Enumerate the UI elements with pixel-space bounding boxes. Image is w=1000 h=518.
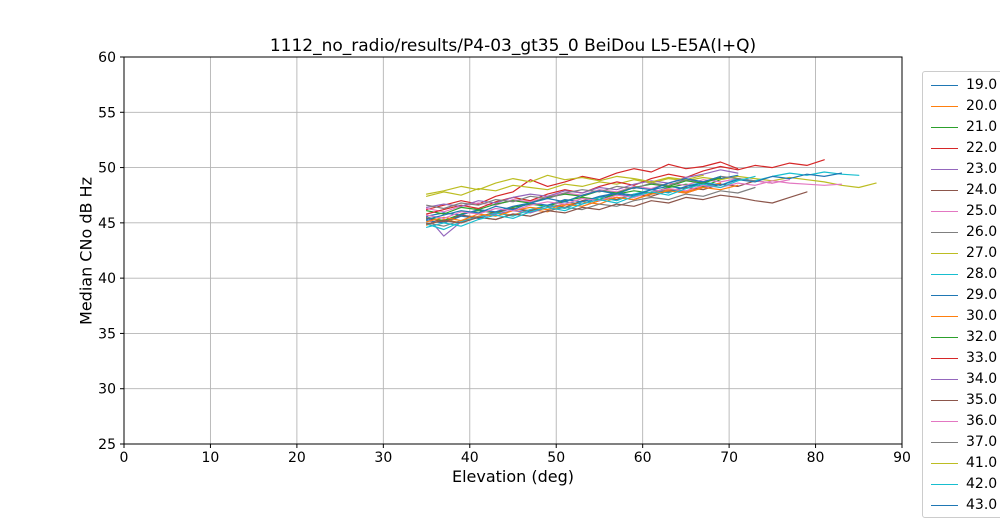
legend-label: 23.0	[966, 161, 998, 177]
plot-area: 0 10 20 30 40 50 60 70 80 90 25 30 35 40 45 50 55 60	[98, 50, 911, 466]
series-line	[426, 169, 739, 208]
x-axis-label: Elevation (deg)	[451, 467, 575, 486]
x-tick-label: 80	[807, 450, 825, 466]
legend-label: 35.0	[966, 392, 998, 408]
series-line	[426, 176, 722, 215]
legend-line-sample	[931, 148, 958, 149]
legend-entry: 26.0	[923, 222, 1000, 243]
y-tick-label: 40	[98, 271, 116, 287]
legend-entry: 20.0	[923, 96, 1000, 117]
legend-line-sample	[931, 295, 958, 296]
legend-entry: 32.0	[923, 327, 1000, 348]
legend-label: 24.0	[966, 182, 998, 198]
series-line	[426, 191, 808, 225]
legend-label: 22.0	[966, 140, 998, 156]
legend-line-sample	[931, 442, 958, 443]
series-line	[426, 180, 843, 219]
legend-line-sample	[931, 505, 958, 506]
x-tick-label: 70	[720, 450, 738, 466]
legend-entry: 28.0	[923, 264, 1000, 285]
legend-label: 33.0	[966, 350, 998, 366]
legend-label: 26.0	[966, 224, 998, 240]
y-tick-label: 55	[98, 105, 116, 121]
legend-line-sample	[931, 190, 958, 191]
legend-entry: 25.0	[923, 201, 1000, 222]
legend-label: 25.0	[966, 203, 998, 219]
legend-label: 41.0	[966, 455, 998, 471]
legend-label: 19.0	[966, 77, 998, 93]
series-line	[426, 175, 722, 221]
legend-line-sample	[931, 106, 958, 107]
legend-label: 27.0	[966, 245, 998, 261]
legend-entry: 36.0	[923, 411, 1000, 432]
legend-line-sample	[931, 421, 958, 422]
legend-line-sample	[931, 253, 958, 254]
y-tick-label: 45	[98, 216, 116, 232]
legend-line-sample	[931, 169, 958, 170]
x-tick-label: 30	[374, 450, 392, 466]
series-line	[426, 175, 756, 228]
plot-border	[123, 56, 903, 445]
legend-label: 42.0	[966, 476, 998, 492]
legend-entry: 37.0	[923, 432, 1000, 453]
y-tick-label: 25	[98, 437, 116, 453]
legend-entry: 35.0	[923, 390, 1000, 411]
legend-entry: 27.0	[923, 243, 1000, 264]
legend-entry: 34.0	[923, 369, 1000, 390]
legend-entry: 41.0	[923, 453, 1000, 474]
legend-entry: 21.0	[923, 117, 1000, 138]
legend-line-sample	[931, 379, 958, 380]
legend-label: 32.0	[966, 329, 998, 345]
legend-line-sample	[931, 484, 958, 485]
x-tick-label: 10	[202, 450, 220, 466]
legend-entry: 30.0	[923, 306, 1000, 327]
legend-entry: 29.0	[923, 285, 1000, 306]
legend-label: 30.0	[966, 308, 998, 324]
legend-line-sample	[931, 337, 958, 338]
legend-entry: 33.0	[923, 348, 1000, 369]
legend-label: 20.0	[966, 98, 998, 114]
legend-entry: 42.0	[923, 474, 1000, 495]
legend-line-sample	[931, 400, 958, 401]
x-tick-label: 0	[120, 450, 129, 466]
legend-entry: 24.0	[923, 180, 1000, 201]
legend-label: 37.0	[966, 434, 998, 450]
y-tick-label: 50	[98, 161, 116, 177]
y-tick-label: 35	[98, 326, 116, 342]
legend-entry: 23.0	[923, 159, 1000, 180]
series-line	[426, 172, 843, 217]
x-tick-label: 90	[893, 450, 911, 466]
x-tick-label: 20	[288, 450, 306, 466]
legend-line-sample	[931, 463, 958, 464]
legend-line-sample	[931, 358, 958, 359]
y-tick-label: 60	[98, 50, 116, 66]
legend-label: 43.0	[966, 497, 998, 513]
y-tick-label: 30	[98, 382, 116, 398]
legend-line-sample	[931, 232, 958, 233]
legend-label: 34.0	[966, 371, 998, 387]
x-tick-label: 60	[634, 450, 652, 466]
legend: 19.0 20.0 21.0 22.0 23.0 24.0 25.0 26.0 27.0 28.0…	[922, 71, 1000, 518]
legend-entry: 22.0	[923, 138, 1000, 159]
x-tick-label: 40	[461, 450, 479, 466]
legend-label: 36.0	[966, 413, 998, 429]
x-tick-label: 50	[547, 450, 565, 466]
legend-line-sample	[931, 85, 958, 86]
chart-title: 1112_no_radio/results/P4-03_gt35_0 BeiDo…	[269, 36, 757, 56]
legend-line-sample	[931, 211, 958, 212]
figure: 1112_no_radio/results/P4-03_gt35_0 BeiDo…	[77, 36, 1000, 518]
legend-entry: 43.0	[923, 495, 1000, 516]
series-line	[426, 174, 704, 195]
legend-entry: 19.0	[923, 75, 1000, 96]
series-line	[426, 161, 739, 211]
legend-label: 21.0	[966, 119, 998, 135]
series-line	[426, 178, 791, 213]
legend-line-sample	[931, 274, 958, 275]
legend-line-sample	[931, 127, 958, 128]
legend-line-sample	[931, 316, 958, 317]
legend-label: 29.0	[966, 287, 998, 303]
legend-label: 28.0	[966, 266, 998, 282]
